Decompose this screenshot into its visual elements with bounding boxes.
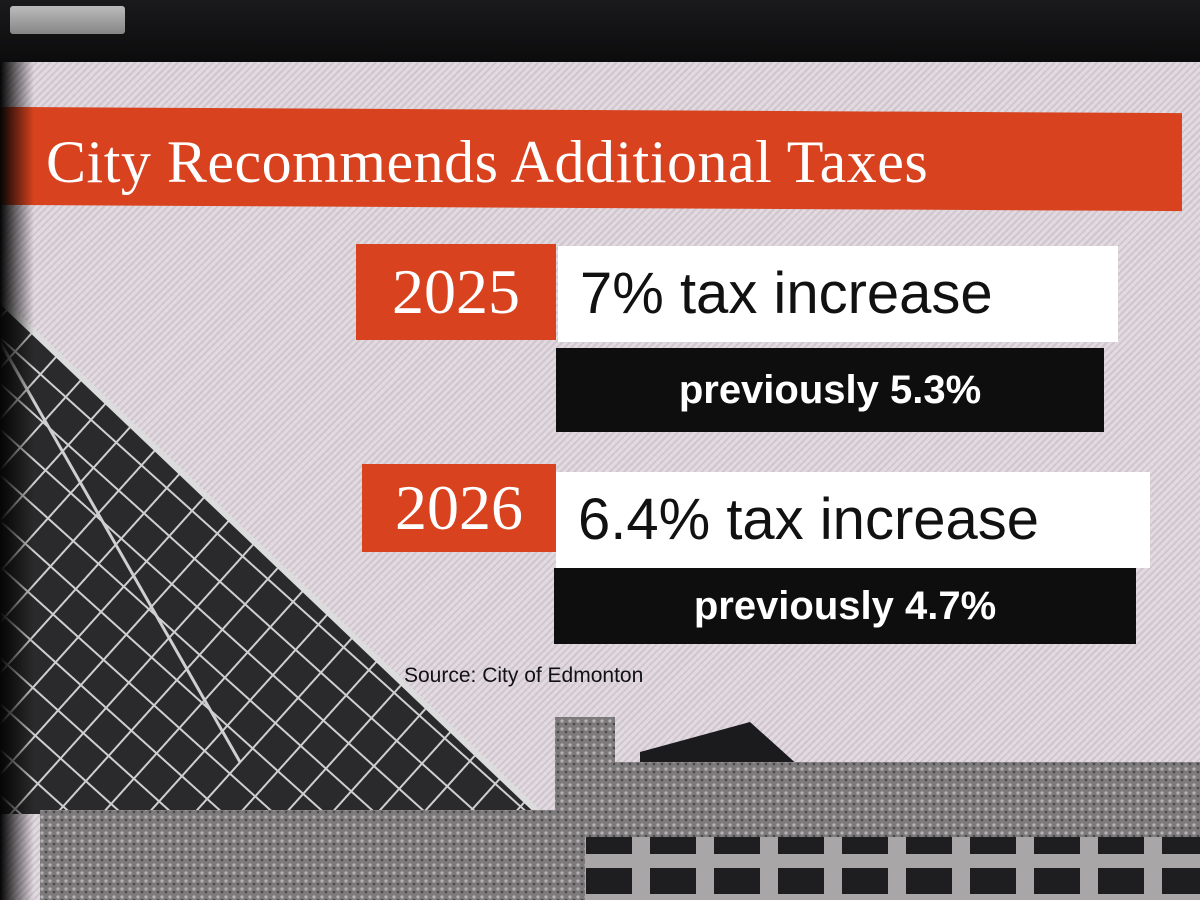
city-hall-backdrop: [0, 297, 1200, 900]
headline-title: City Recommends Additional Taxes: [46, 129, 929, 195]
year-label-2025: 2025: [356, 244, 556, 340]
year-label-2026: 2026: [362, 464, 556, 552]
previous-rate-2025: previously 5.3%: [556, 348, 1104, 432]
ceiling-light-reflection: [10, 6, 125, 34]
tax-increase-2025: 7% tax increase: [558, 246, 1118, 342]
concrete-wall-left: [40, 810, 600, 900]
tax-increase-2026: 6.4% tax increase: [556, 472, 1150, 568]
source-credit: Source: City of Edmonton: [404, 664, 644, 687]
tv-left-bezel: [0, 62, 34, 900]
tv-top-bezel: [0, 0, 1200, 70]
tv-screen: City Recommends Additional Taxes 2025 7%…: [0, 62, 1200, 900]
concrete-building: [555, 762, 1200, 842]
previous-rate-2026: previously 4.7%: [554, 568, 1136, 644]
